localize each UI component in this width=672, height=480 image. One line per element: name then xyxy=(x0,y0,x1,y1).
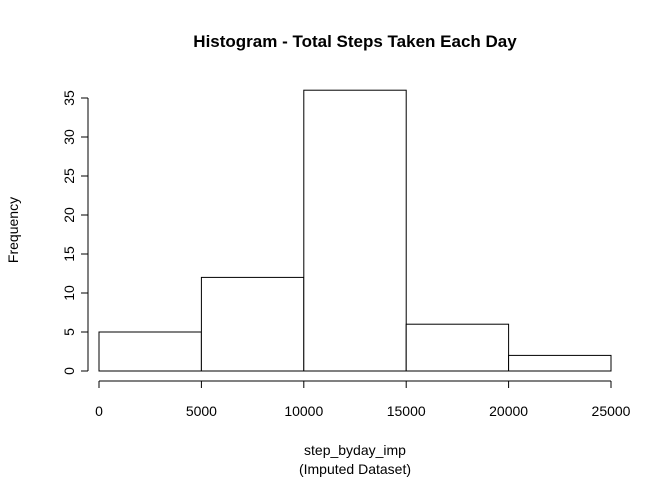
x-tick-label: 5000 xyxy=(186,403,217,419)
x-axis-sublabel: (Imputed Dataset) xyxy=(299,461,411,477)
y-tick-label: 0 xyxy=(61,367,77,375)
histogram-bar xyxy=(303,89,407,372)
y-tick-label: 25 xyxy=(61,168,77,184)
histogram-bar xyxy=(200,276,305,372)
x-axis-label: step_byday_imp xyxy=(304,442,406,458)
x-tick-label: 10000 xyxy=(284,403,323,419)
y-tick-label: 20 xyxy=(61,207,77,223)
y-axis: 0 5 10 15 20 25 30 35 xyxy=(61,90,89,375)
histogram-bar xyxy=(508,354,612,372)
chart-title: Histogram - Total Steps Taken Each Day xyxy=(193,32,517,51)
y-axis-label: Frequency xyxy=(5,197,21,263)
x-tick-label: 15000 xyxy=(387,403,426,419)
histogram-bar xyxy=(405,323,510,372)
y-tick-label: 10 xyxy=(61,285,77,301)
x-tick-label: 20000 xyxy=(489,403,528,419)
x-tick-label: 0 xyxy=(95,403,103,419)
x-tick-label: 25000 xyxy=(592,403,631,419)
y-tick-label: 15 xyxy=(61,246,77,262)
y-tick-label: 5 xyxy=(61,328,77,336)
bars-group xyxy=(98,89,612,372)
y-tick-label: 35 xyxy=(61,90,77,106)
y-tick-label: 30 xyxy=(61,129,77,145)
histogram-bar xyxy=(98,331,202,372)
x-axis: 0 5000 10000 15000 20000 25000 xyxy=(95,380,631,419)
